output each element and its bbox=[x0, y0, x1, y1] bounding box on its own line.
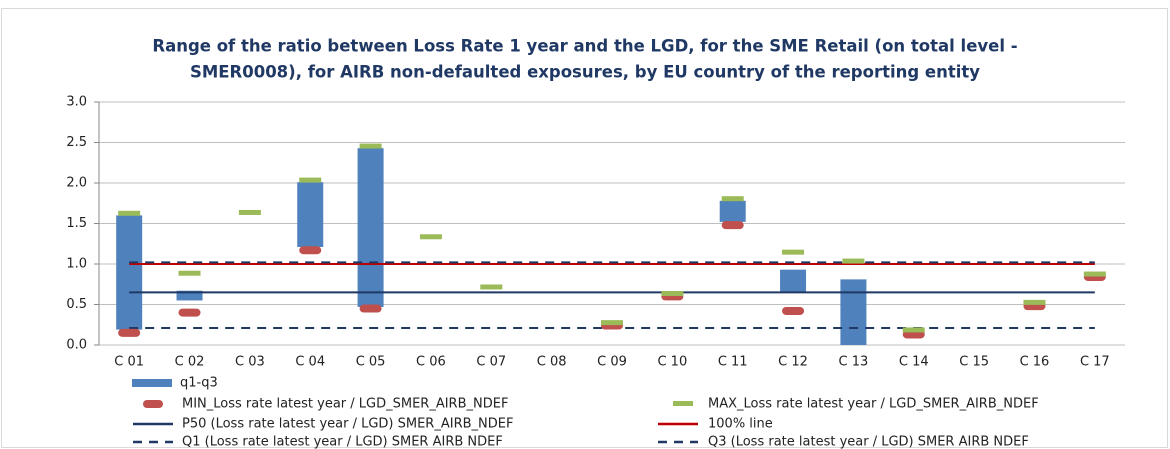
x-tick-label: C 17 bbox=[1080, 355, 1110, 370]
max-marker bbox=[1023, 299, 1046, 305]
x-tick-label: C 07 bbox=[476, 355, 506, 370]
y-tick-label: 3.0 bbox=[66, 95, 87, 110]
max-marker bbox=[178, 270, 201, 276]
max-marker bbox=[902, 327, 925, 333]
x-tick-label: C 06 bbox=[416, 355, 446, 370]
min-marker bbox=[782, 306, 805, 315]
x-tick-label: C 05 bbox=[356, 355, 386, 370]
min-marker bbox=[902, 330, 925, 339]
x-tick-label: C 01 bbox=[114, 355, 144, 370]
x-tick-label: C 15 bbox=[959, 355, 989, 370]
min-marker bbox=[118, 328, 141, 337]
x-tick-label: C 14 bbox=[899, 355, 929, 370]
max-marker bbox=[601, 320, 623, 326]
legend-swatch bbox=[132, 379, 172, 387]
x-tick-label: C 02 bbox=[175, 355, 205, 370]
y-tick-label: 2.5 bbox=[66, 135, 87, 150]
min-marker bbox=[359, 304, 382, 313]
legend-swatch bbox=[143, 400, 163, 408]
range-bar bbox=[780, 269, 807, 293]
legend-swatch bbox=[673, 401, 693, 406]
x-tick-label: C 16 bbox=[1020, 355, 1050, 370]
x-tick-label: C 03 bbox=[235, 355, 265, 370]
max-marker bbox=[721, 196, 744, 202]
x-tick-label: C 10 bbox=[657, 355, 687, 370]
max-marker bbox=[1083, 271, 1106, 277]
range-bar bbox=[176, 290, 203, 301]
y-tick-label: 1.5 bbox=[66, 216, 87, 231]
max-marker bbox=[359, 143, 382, 149]
y-tick-label: 0.5 bbox=[66, 297, 87, 312]
max-marker bbox=[661, 290, 684, 296]
legend-label: P50 (Loss rate latest year / LGD) SMER_A… bbox=[182, 417, 513, 432]
min-marker bbox=[721, 221, 744, 230]
chart-frame bbox=[1, 8, 1168, 448]
max-marker bbox=[842, 258, 865, 264]
legend-label: Q3 (Loss rate latest year / LGD) SMER AI… bbox=[708, 435, 1029, 449]
x-tick-label: C 04 bbox=[295, 355, 325, 370]
y-tick-label: 2.0 bbox=[66, 176, 87, 191]
legend-label: MAX_Loss rate latest year / LGD_SMER_AIR… bbox=[708, 397, 1039, 412]
range-bar bbox=[719, 200, 746, 222]
x-tick-label: C 08 bbox=[537, 355, 567, 370]
y-tick-label: 0.0 bbox=[66, 338, 87, 353]
max-marker bbox=[238, 209, 261, 215]
min-marker bbox=[299, 246, 322, 255]
y-tick-label: 1.0 bbox=[66, 257, 87, 272]
max-marker bbox=[118, 210, 141, 216]
range-bar bbox=[297, 182, 324, 247]
x-tick-label: C 12 bbox=[778, 355, 808, 370]
chart-title: Range of the ratio between Loss Rate 1 y… bbox=[152, 37, 1017, 56]
legend-label: Q1 (Loss rate latest year / LGD) SMER AI… bbox=[182, 435, 503, 449]
max-marker bbox=[782, 249, 805, 255]
range-bar bbox=[357, 148, 384, 307]
min-marker bbox=[178, 308, 201, 317]
max-marker bbox=[480, 284, 503, 290]
legend-label: 100% line bbox=[708, 417, 773, 432]
x-tick-label: C 13 bbox=[839, 355, 869, 370]
x-tick-label: C 09 bbox=[597, 355, 627, 370]
max-marker bbox=[419, 234, 442, 240]
range-bar bbox=[840, 279, 867, 345]
range-bar bbox=[116, 215, 143, 330]
max-marker bbox=[299, 177, 322, 183]
chart-title: SMER0008), for AIRB non-defaulted exposu… bbox=[190, 63, 980, 82]
legend-label: MIN_Loss rate latest year / LGD_SMER_AIR… bbox=[182, 397, 508, 412]
x-tick-label: C 11 bbox=[718, 355, 748, 370]
legend-label: q1-q3 bbox=[180, 376, 218, 391]
